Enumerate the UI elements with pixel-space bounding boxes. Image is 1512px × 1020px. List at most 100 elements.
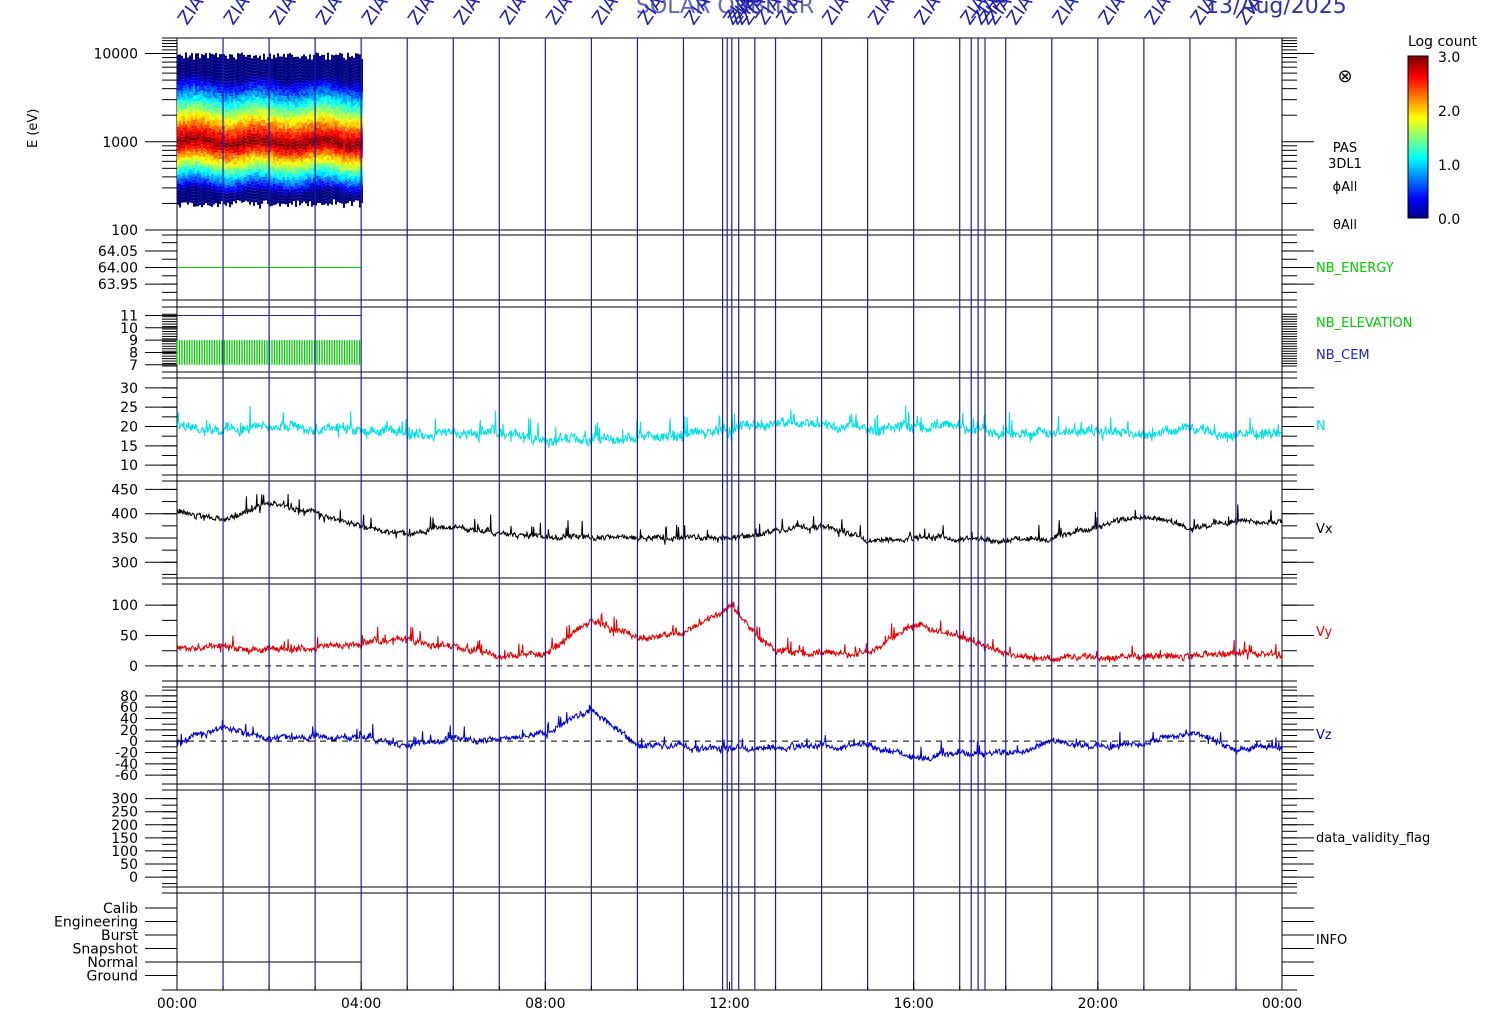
spectrogram-cell xyxy=(267,84,269,88)
spectrogram-cell xyxy=(215,53,217,57)
spectrogram-cell xyxy=(273,159,275,163)
spectrogram-cell xyxy=(199,106,201,110)
spectrogram-cell xyxy=(299,193,301,197)
spectrogram-cell xyxy=(201,111,203,115)
spectrogram-cell xyxy=(235,170,237,174)
spectrogram-cell xyxy=(191,104,193,108)
spectrogram-cell xyxy=(293,147,295,151)
spectrogram-cell xyxy=(349,90,351,94)
spectrogram-cell xyxy=(217,159,219,163)
spectrogram-cell xyxy=(247,72,249,76)
spectrogram-cell xyxy=(351,106,353,110)
spectrogram-cell xyxy=(217,195,219,199)
spectrogram-cell xyxy=(209,148,211,152)
spectrogram-cell xyxy=(333,169,335,173)
spectrogram-cell xyxy=(273,84,275,88)
spectrogram-cell xyxy=(253,157,255,161)
spectrogram-cell xyxy=(191,158,193,162)
spectrogram-cell xyxy=(345,140,347,144)
spectrogram-cell xyxy=(193,116,195,120)
spectrogram-cell xyxy=(323,90,325,94)
spectrogram-cell xyxy=(265,83,267,87)
spectrogram-cell xyxy=(221,159,223,163)
spectrogram-cell xyxy=(231,117,233,121)
spectrogram-cell xyxy=(301,164,303,168)
spectrogram-cell xyxy=(327,85,329,89)
spectrogram-cell xyxy=(211,95,213,99)
spectrogram-cell xyxy=(243,183,245,187)
spectrogram-cell xyxy=(233,135,235,139)
spectrogram-cell xyxy=(293,174,295,178)
spectrogram-cell xyxy=(313,90,315,94)
spectrogram-cell xyxy=(217,204,219,208)
spectrogram-cell xyxy=(257,75,259,79)
spectrogram-cell xyxy=(189,163,191,167)
spectrogram-cell xyxy=(239,104,241,108)
spectrogram-cell xyxy=(357,149,359,153)
spectrogram-cell xyxy=(303,114,305,118)
spectrogram-cell xyxy=(253,106,255,110)
spectrogram-cell xyxy=(307,125,309,129)
spectrogram-cell xyxy=(343,183,345,187)
spectrogram-cell xyxy=(213,195,215,199)
spectrogram-cell xyxy=(213,57,215,61)
spectrogram-cell xyxy=(221,174,223,178)
spectrogram-cell xyxy=(275,171,277,175)
spectrogram-cell xyxy=(191,170,193,174)
spectrogram-cell xyxy=(203,157,205,161)
spectrogram-cell xyxy=(197,134,199,138)
spectrogram-cell xyxy=(183,118,185,122)
spectrogram-cell xyxy=(191,140,193,144)
spectrogram-cell xyxy=(211,167,213,171)
spectrogram-cell xyxy=(313,114,315,118)
spectrogram-cell xyxy=(187,84,189,88)
spectrogram-cell xyxy=(359,54,361,58)
spectrogram-cell xyxy=(331,156,333,160)
spectrogram-cell xyxy=(183,169,185,173)
spectrogram-cell xyxy=(223,120,225,124)
spectrogram-cell xyxy=(177,123,179,127)
spectrogram-cell xyxy=(251,163,253,167)
spectrogram-cell xyxy=(233,114,235,118)
spectrogram-cell xyxy=(299,175,301,179)
colorbar-cell xyxy=(1408,116,1428,118)
spectrogram-cell xyxy=(217,126,219,130)
spectrogram-cell xyxy=(289,119,291,123)
spectrogram-cell xyxy=(285,141,287,145)
spectrogram-cell xyxy=(215,200,217,204)
spectrogram-cell xyxy=(177,183,179,187)
spectrogram-cell xyxy=(231,75,233,79)
spectrogram-cell xyxy=(279,95,281,99)
spectrogram-cell xyxy=(349,120,351,124)
spectrogram-cell xyxy=(237,62,239,66)
spectrogram-cell xyxy=(185,64,187,68)
spectrogram-cell xyxy=(195,125,197,129)
spectrogram-cell xyxy=(301,80,303,84)
spectrogram-cell xyxy=(215,101,217,105)
spectrogram-cell xyxy=(337,156,339,160)
spectrogram-cell xyxy=(213,126,215,130)
spectrogram-cell xyxy=(273,135,275,139)
spectrogram-cell xyxy=(345,191,347,195)
spectrogram-cell xyxy=(361,98,363,102)
spectrogram-cell xyxy=(309,183,311,187)
spectrogram-cell xyxy=(343,201,345,205)
spectrogram-cell xyxy=(233,153,235,157)
spectrogram-cell xyxy=(225,136,227,140)
spectrogram-cell xyxy=(239,134,241,138)
spectrogram-cell xyxy=(221,69,223,73)
spectrogram-cell xyxy=(349,81,351,85)
spectrogram-cell xyxy=(265,167,267,171)
spectrogram-cell xyxy=(335,132,337,136)
spectrogram-cell xyxy=(215,179,217,183)
spectrogram-cell xyxy=(355,74,357,78)
spectrogram-cell xyxy=(323,141,325,145)
spectrogram-cell xyxy=(223,147,225,151)
spectrogram-cell xyxy=(329,131,331,135)
spectrogram-cell xyxy=(297,173,299,177)
spectrogram-cell xyxy=(265,116,267,120)
spectrogram-cell xyxy=(219,87,221,91)
spectrogram-cell xyxy=(221,75,223,79)
spectrogram-cell xyxy=(347,82,349,86)
spectrogram-cell xyxy=(211,107,213,111)
